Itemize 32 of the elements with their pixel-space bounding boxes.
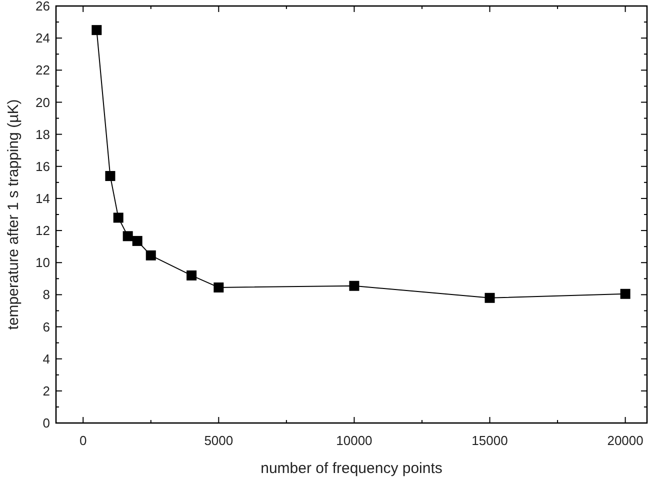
point [122,231,133,242]
x-tick-label: 20000 [607,433,644,448]
y-tick-label: 22 [36,62,50,78]
y-tick-label: 8 [42,287,50,302]
y-axis-title: temperature after 1 s trapping (µK) [5,99,22,330]
y-tick-label: 4 [42,351,50,366]
y-tick-label: 6 [42,319,50,334]
point [214,282,224,292]
y-tick-label: 20 [36,94,50,110]
y-tick-label: 2 [42,383,50,398]
x-tick-label: 10000 [336,433,372,448]
point [105,171,116,182]
x-tick-label: 5000 [204,433,234,448]
y-tick-label: 0 [42,416,50,431]
x-tick-label: 15000 [472,433,508,448]
y-tick-label: 26 [36,0,50,14]
point [620,288,630,299]
y-tick-label: 14 [36,191,50,206]
x-axis-title: number of frequency points [260,460,442,477]
x-tick-label: 0 [79,433,87,448]
point [132,236,142,246]
point [113,212,124,223]
y-tick-label: 16 [36,158,50,174]
y-tick-label: 12 [36,223,50,238]
y-tick-label: 24 [36,30,50,46]
point [92,25,102,36]
point [349,280,360,291]
y-tick-label: 10 [36,255,50,270]
point [146,250,156,260]
y-tick-label: 18 [36,126,50,142]
point [484,292,495,303]
point [186,270,197,280]
